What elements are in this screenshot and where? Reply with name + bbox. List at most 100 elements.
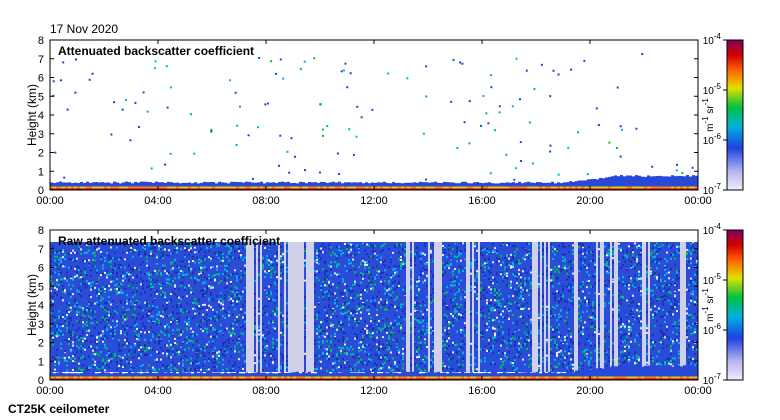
noise-speck — [456, 146, 459, 149]
noise-speck — [400, 255, 402, 258]
boundary-layer — [620, 175, 623, 187]
noise-speck — [220, 264, 222, 267]
noise-speck — [460, 242, 462, 245]
noise-speck — [400, 303, 402, 306]
noise-speck — [384, 259, 386, 262]
noise-speck — [164, 248, 166, 251]
noise-speck — [538, 313, 540, 316]
noise-speck — [116, 287, 118, 290]
noise-speck — [392, 338, 394, 341]
noise-speck — [112, 328, 114, 331]
noise-speck — [196, 351, 198, 354]
noise-speck — [137, 126, 140, 129]
noise-speck — [112, 300, 114, 303]
noise-speck — [226, 244, 228, 247]
noise-speck — [272, 261, 274, 264]
noise-speck — [154, 368, 156, 371]
noise-speck — [158, 319, 160, 322]
noise-speck — [398, 284, 400, 287]
noise-speck — [322, 296, 324, 299]
noise-speck — [346, 248, 348, 251]
noise-speck — [414, 332, 416, 335]
noise-speck — [520, 295, 522, 298]
noise-speck — [236, 276, 238, 279]
noise-speck — [484, 325, 486, 328]
noise-speck — [492, 276, 494, 279]
noise-speck — [380, 245, 382, 248]
noise-speck — [376, 254, 378, 257]
boundary-layer — [416, 186, 419, 189]
boundary-layer — [56, 186, 59, 189]
noise-speck — [480, 335, 482, 338]
noise-speck — [200, 289, 202, 292]
boundary-layer — [530, 182, 533, 187]
noise-speck — [516, 306, 518, 309]
boundary-layer — [413, 182, 416, 187]
noise-speck — [92, 243, 94, 246]
noise-speck — [200, 272, 202, 275]
noise-speck — [184, 288, 186, 291]
noise-speck — [102, 297, 104, 300]
noise-speck — [58, 360, 60, 363]
noise-speck — [350, 269, 352, 272]
noise-speck — [368, 331, 370, 334]
noise-speck — [82, 337, 84, 340]
boundary-layer — [518, 186, 521, 189]
noise-speck — [128, 308, 130, 311]
noise-column — [280, 242, 282, 372]
noise-speck — [376, 273, 378, 276]
noise-speck — [168, 366, 170, 369]
noise-speck — [110, 243, 112, 246]
noise-column — [256, 242, 258, 372]
boundary-layer — [77, 188, 80, 190]
noise-speck — [498, 306, 500, 309]
noise-speck — [228, 341, 230, 344]
noise-speck — [482, 264, 484, 267]
noise-speck — [176, 251, 178, 254]
noise-speck — [66, 360, 68, 363]
noise-speck — [494, 334, 496, 337]
noise-speck — [128, 264, 130, 267]
noise-speck — [270, 293, 272, 296]
noise-speck — [511, 105, 514, 108]
noise-speck — [212, 308, 214, 311]
noise-speck — [336, 354, 338, 357]
noise-speck — [90, 334, 92, 337]
noise-speck — [318, 262, 320, 265]
noise-speck — [508, 264, 510, 267]
noise-speck — [91, 72, 94, 75]
boundary-layer — [437, 186, 440, 189]
noise-speck — [238, 250, 240, 253]
noise-speck — [94, 326, 96, 329]
noise-speck — [450, 358, 452, 361]
noise-speck — [528, 277, 530, 280]
noise-speck — [84, 323, 86, 326]
noise-speck — [420, 321, 422, 324]
noise-speck — [354, 357, 356, 360]
boundary-layer — [608, 188, 611, 190]
noise-speck — [476, 293, 478, 296]
noise-speck — [178, 318, 180, 321]
noise-speck — [474, 286, 476, 289]
noise-speck — [400, 243, 402, 246]
noise-speck — [153, 67, 156, 70]
boundary-layer — [158, 186, 161, 189]
noise-speck — [204, 360, 206, 363]
noise-speck — [432, 260, 434, 263]
noise-speck — [140, 271, 142, 274]
noise-speck — [502, 336, 504, 339]
noise-speck — [152, 285, 154, 288]
noise-column — [532, 242, 534, 372]
noise-speck — [522, 257, 524, 260]
noise-speck — [390, 258, 392, 261]
noise-speck — [342, 252, 344, 255]
noise-speck — [510, 266, 512, 269]
boundary-layer — [194, 188, 197, 190]
noise-speck — [378, 324, 380, 327]
noise-speck — [100, 291, 102, 294]
noise-speck — [140, 352, 142, 355]
boundary-layer — [110, 186, 113, 189]
noise-speck — [92, 252, 94, 255]
boundary-layer — [497, 183, 500, 187]
noise-speck — [370, 244, 372, 247]
